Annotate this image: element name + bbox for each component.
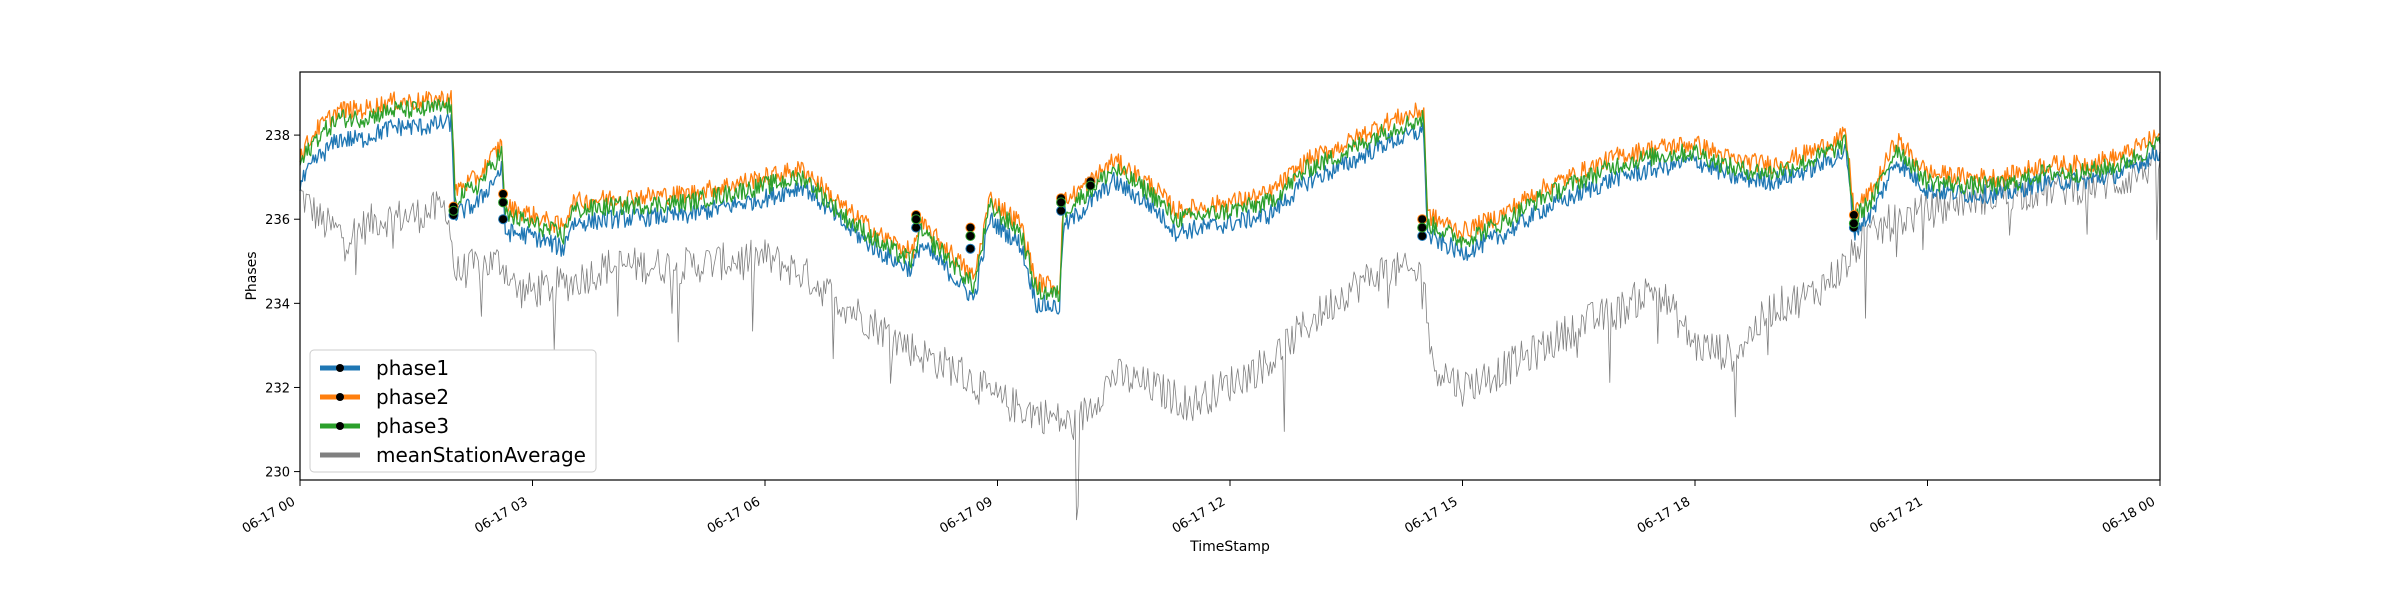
plot-area [300,72,2160,480]
legend-box [309,349,597,473]
marker-point-phase3 [965,231,976,241]
marker-point-phase2 [965,222,976,233]
marker-point-phase1 [965,243,976,254]
x-tick-label: 06-17 06 [705,494,763,536]
marker-point-phase3 [911,214,922,225]
marker-point-phase1 [1056,205,1067,216]
marker-point-phase3 [1848,218,1859,229]
legend: phase1 phase2 phase3 meanStationAverage [309,349,597,473]
marker-point-phase3 [1417,222,1428,233]
y-tick-label: 234 [265,297,290,312]
marker-point-phase2 [498,189,509,199]
y-tick-label: 232 [265,381,290,396]
legend-marker-phase2 [336,393,344,401]
marker-point-phase3 [448,205,459,216]
legend-label-phase1: phase1 [376,356,449,380]
marker-point-phase1 [911,222,922,233]
series-line-phase3 [299,97,2161,303]
legend-label-phase2: phase2 [376,385,449,409]
marker-point-phase1 [498,214,509,225]
x-tick-label: 06-17 21 [1867,494,1925,536]
marker-point-phase3 [498,197,509,208]
y-tick-label: 230 [265,466,290,481]
x-tick-label: 06-17 15 [1402,494,1460,536]
marker-point-phase3 [1056,197,1067,208]
legend-marker-phase1 [336,364,344,372]
y-tick-label: 238 [265,129,290,144]
x-tick-label: 06-17 12 [1170,494,1228,536]
x-tick-label: 06-17 09 [937,494,995,536]
x-tick-label: 06-18 00 [2100,494,2158,536]
y-tick-label: 236 [265,213,290,228]
series-line-meanStationAverage [299,145,2161,521]
marker-point-phase2 [1417,214,1428,225]
legend-marker-phase3 [336,422,344,430]
x-tick-label: 06-17 03 [472,494,530,536]
legend-label-phase3: phase3 [376,414,449,438]
x-axis: 06-17 00 06-17 03 06-17 06 06-17 09 06-17 12… [240,480,2161,537]
series-layer [299,90,2161,521]
x-tick-label: 06-17 18 [1635,494,1693,536]
marker-point-phase1 [1417,231,1428,241]
x-axis-label: TimeStamp [1189,539,1270,555]
x-tick-label: 06-17 00 [240,494,298,536]
y-axis-label: Phases [244,251,260,300]
marker-layer [448,176,1859,254]
legend-label-meanStationAverage: meanStationAverage [376,443,586,467]
marker-point-phase3 [1085,180,1096,191]
y-axis: 230 232 234 236 238 [265,129,300,481]
marker-point-phase2 [1848,210,1859,220]
